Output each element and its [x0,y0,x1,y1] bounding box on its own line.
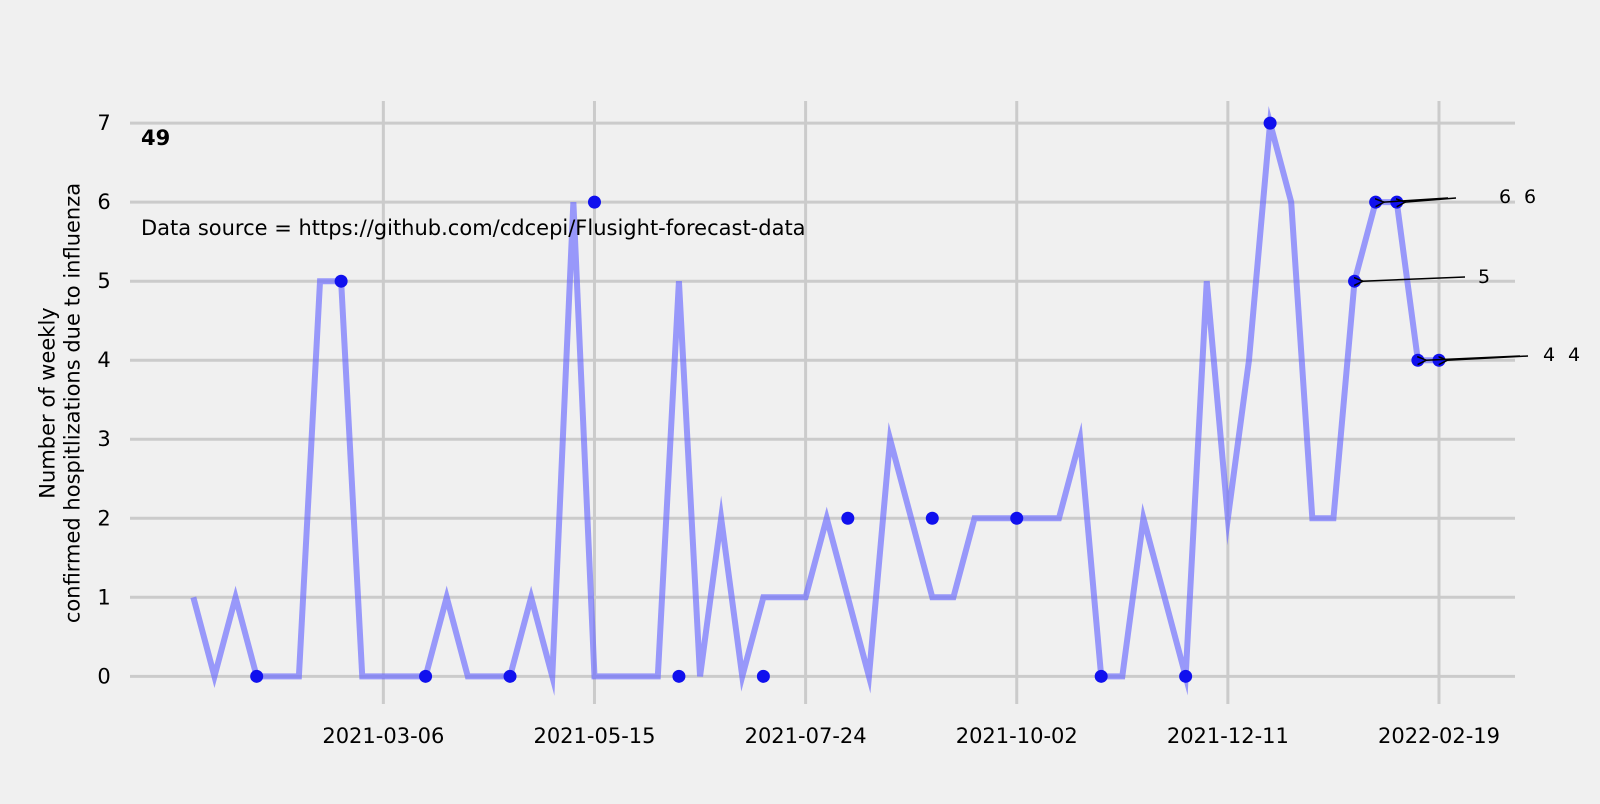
data-point-marker [925,511,939,525]
data-point-marker [334,274,348,288]
x-tick-label: 2021-03-06 [322,724,444,748]
annotation-label: 4 [1543,344,1555,366]
annotation-label: 5 [1478,266,1490,288]
data-point-marker [1411,353,1425,367]
series-layer [190,105,1439,696]
data-point-marker [1348,274,1362,288]
annotation-label: 6 [1499,186,1511,208]
data-point-marker [587,195,601,209]
data-point-marker [250,669,264,683]
annotation-arrow [1447,355,1529,360]
axis-layer: 0 1 2 3 4 5 6 7 2021-03-06 2021-05-15 2021-07-24 20… [35,111,1500,748]
data-point-marker [672,669,686,683]
data-point-marker [503,669,517,683]
x-tick-label: 2021-07-24 [745,724,867,748]
y-tick-label: 7 [97,111,110,135]
y-tick-label: 0 [97,664,110,688]
annotation-label: 6 [1524,186,1536,208]
annotation-arrow [1384,197,1449,202]
y-tick-label: 2 [97,506,110,530]
y-tick-label: 3 [97,427,110,451]
panel-label: 49 [141,126,170,150]
data-point-marker [841,511,855,525]
y-axis-label: Number of weeklyconfirmed hospitlization… [35,183,84,623]
data-point-marker [1263,116,1277,130]
data-point-marker [1010,511,1024,525]
y-tick-label: 1 [97,585,110,609]
y-tick-label: 5 [97,269,110,293]
y-axis-label-line: Number of weekly [35,307,59,498]
annotation-label: 4 [1568,344,1580,366]
x-tick-label: 2021-05-15 [533,724,655,748]
grid-layer [130,101,1515,704]
data-point-marker [1094,669,1108,683]
series-line [190,105,1439,696]
x-tick-label: 2021-12-11 [1167,724,1289,748]
data-point-marker [1179,669,1193,683]
x-tick-label: 2021-10-02 [956,724,1078,748]
data-point-marker [756,669,770,683]
y-axis-label-line: confirmed hospitlizations due to influen… [61,183,85,623]
data-point-marker [419,669,433,683]
x-tick-label: 2022-02-19 [1378,724,1500,748]
annotation-arrow [1405,197,1457,202]
data-source-note: Data source = https://github.com/cdcepi/… [141,216,806,240]
annotation-layer: 6 6 5 4 4 [1363,186,1580,366]
y-tick-label: 4 [97,348,110,372]
data-point-marker [1369,195,1383,209]
y-tick-label: 6 [97,190,110,214]
annotation-arrow [1363,276,1466,281]
